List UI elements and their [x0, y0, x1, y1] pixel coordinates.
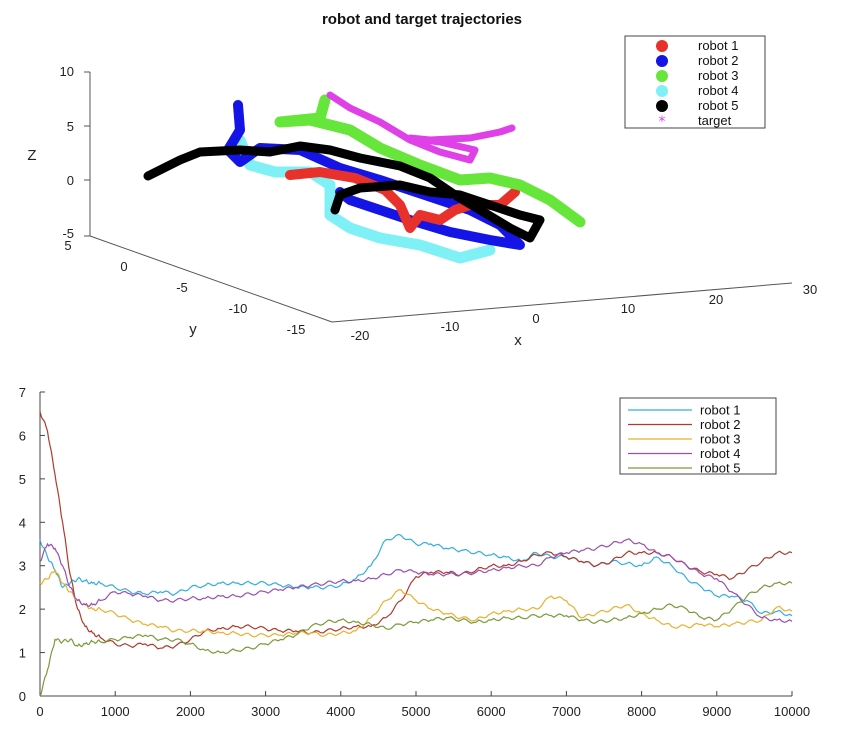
x-tick-label: 10000: [774, 704, 810, 719]
legend-label: robot 4: [698, 83, 738, 98]
x-tick-label: 20: [709, 292, 723, 307]
robot-5-trajectory: [143, 141, 545, 243]
x-tick-label: -20: [351, 328, 370, 343]
legend-label: target: [698, 113, 732, 128]
x-tick-label: 0: [532, 311, 539, 326]
z-tick-label: 0: [67, 173, 74, 188]
y-tick-label: -10: [229, 301, 248, 316]
x-axis-line: [331, 282, 793, 323]
z-axis-label: Z: [27, 147, 36, 164]
robot-1-line: [39, 533, 793, 617]
x-tick-label: 10: [621, 301, 635, 316]
x-tick-label: 4000: [326, 704, 355, 719]
y-tick-label: 0: [19, 689, 26, 704]
x-tick-label: 1000: [101, 704, 130, 719]
legend-label: robot 3: [698, 68, 738, 83]
legend-label: robot 1: [700, 403, 740, 418]
x-tick-label: 7000: [552, 704, 581, 719]
y-tick-label: -15: [287, 322, 306, 337]
x-tick-label: 2000: [176, 704, 205, 719]
y-tick-label: 5: [64, 238, 71, 253]
legend-label: robot 2: [698, 53, 738, 68]
error-line-chart: 0 1000 2000 3000 4000 5000 6000 7000 8000 9000 100…: [19, 385, 810, 719]
x-tick-label: 0: [36, 704, 43, 719]
y-tick-label: 4: [19, 515, 26, 530]
legend-marker-robot-1: [656, 40, 668, 52]
legend-label: robot 4: [700, 446, 740, 461]
x-tick-label: 6000: [477, 704, 506, 719]
plot-area: 0 1000 2000 3000 4000 5000 6000 7000 8000 9000 100…: [19, 385, 810, 719]
robot-3-trajectory: [274, 94, 586, 228]
chart-title: robot and target trajectories: [322, 11, 522, 28]
y-tick-label: 2: [19, 602, 26, 617]
legend-box: [619, 397, 777, 475]
x-axis-label: x: [514, 332, 522, 349]
legend-marker-target: *: [659, 114, 666, 130]
y-tick-label: 1: [19, 646, 26, 661]
x-tick-label: -10: [441, 319, 460, 334]
z-tick-label: -5: [62, 226, 74, 241]
y-ticks: 5 0 -5 -10 -15 y: [64, 238, 305, 338]
x-tick-label: 5000: [402, 704, 431, 719]
robot-3-line: [39, 568, 793, 638]
legend-label: robot 2: [700, 417, 740, 432]
legend-label: robot 1: [698, 38, 738, 53]
y-axis-label: y: [189, 321, 197, 338]
trajectory-3d-chart: robot and target trajectories 10 5 0 -5 …: [27, 11, 818, 349]
trajectories: [143, 91, 586, 264]
y-tick-label: -5: [176, 280, 188, 295]
y-tick-label: 7: [19, 385, 26, 400]
robot-4-line: [39, 538, 793, 624]
x-tick-label: 30: [803, 282, 817, 297]
legend-label: robot 5: [698, 98, 738, 113]
robot-5-line: [39, 580, 793, 697]
y-tick-label: 6: [19, 428, 26, 443]
x-ticks: -20 -10 0 10 20 30 x: [351, 282, 818, 349]
legend-marker-robot-5: [656, 100, 668, 112]
legend-label: robot 5: [700, 461, 740, 476]
z-tick-label: 5: [67, 119, 74, 134]
x-tick-label: 9000: [702, 704, 731, 719]
x-tick-label: 8000: [627, 704, 656, 719]
z-ticks: 10 5 0 -5 Z: [27, 64, 90, 241]
y-tick-label: 3: [19, 559, 26, 574]
legend-marker-robot-3: [656, 70, 668, 82]
legend-marker-robot-2: [656, 55, 668, 67]
robot-4-trajectory: [234, 134, 496, 264]
x-tick-label: 3000: [251, 704, 280, 719]
legend-label: robot 3: [700, 432, 740, 447]
legend-marker-robot-4: [656, 85, 668, 97]
z-tick-label: 10: [60, 64, 74, 79]
y-tick-label: 5: [19, 472, 26, 487]
y-axis-line: [89, 235, 333, 323]
axes-box: [89, 72, 793, 323]
target-trajectory: [326, 91, 516, 164]
y-tick-label: 0: [120, 259, 127, 274]
